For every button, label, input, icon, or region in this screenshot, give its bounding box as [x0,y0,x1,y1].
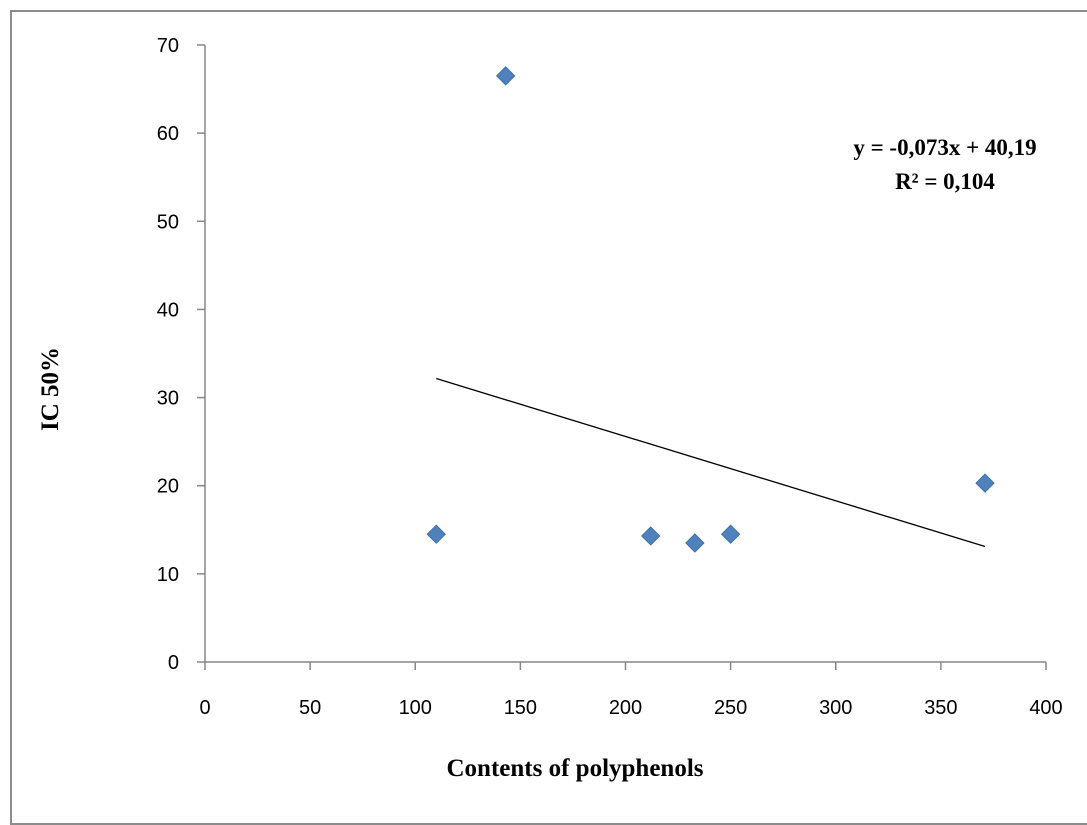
trendline-equation: y = -0,073x + 40,19 [853,135,1036,160]
y-tick-label: 40 [157,299,179,321]
x-tick-label: 250 [714,697,747,719]
x-tick-label: 200 [609,697,642,719]
x-tick-label: 300 [819,697,852,719]
x-tick-label: 100 [399,697,432,719]
x-tick-label: 150 [504,697,537,719]
x-tick-label: 50 [299,697,321,719]
trendline [436,377,986,548]
y-tick-label: 20 [157,476,179,498]
data-point [685,533,705,553]
x-axis-title: Contents of polyphenols [447,755,704,782]
x-axis-ticks: 0 50 100 150 200 250 300 350 400 [199,662,1063,719]
y-axis-ticks: 0 10 20 30 40 50 60 70 [157,35,205,674]
data-point [975,473,995,493]
x-tick-label: 400 [1029,697,1062,719]
y-tick-label: 0 [168,652,179,674]
y-tick-label: 50 [157,211,179,233]
x-tick-label: 0 [199,697,210,719]
y-tick-label: 70 [157,35,179,57]
data-points [426,66,995,553]
y-tick-label: 10 [157,564,179,586]
data-point [720,524,741,544]
x-tick-label: 350 [924,697,957,719]
data-point [426,524,446,544]
r-squared-label: R² = 0,104 [895,169,995,194]
y-tick-label: 60 [157,123,179,145]
y-tick-label: 30 [157,388,179,410]
data-point [495,66,516,86]
y-axis-title: IC 50% [37,347,64,431]
data-point [641,526,661,546]
